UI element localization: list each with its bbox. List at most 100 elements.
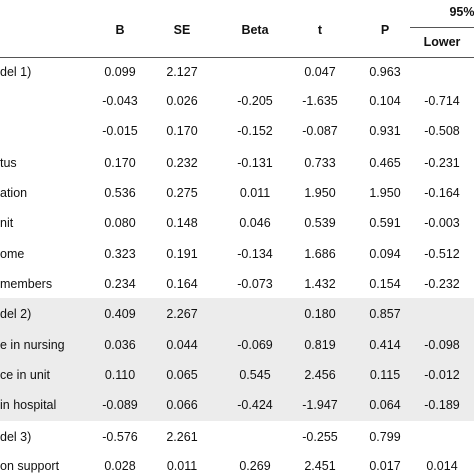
cell: 0.232 [166,156,198,170]
cell: -0.015 [102,124,138,138]
row-label: del 2) [0,307,32,321]
shaded-block [0,298,474,421]
cell: 0.191 [166,247,198,261]
row-label: in hospital [0,398,57,412]
cell: 0.170 [104,156,136,170]
group-header: 95% [449,5,474,19]
cell: 0.028 [104,459,136,473]
cell: 0.046 [239,216,271,230]
cell: 0.154 [369,277,401,291]
group-rule [410,27,474,28]
cell: 0.234 [104,277,136,291]
cell: -0.089 [102,398,138,412]
cell: -0.512 [424,247,460,261]
cell: 2.456 [304,368,336,382]
cell: 0.066 [166,398,198,412]
cell: 0.545 [239,368,271,382]
cell: 0.536 [104,186,136,200]
cell: -0.164 [424,186,460,200]
cell: 0.963 [369,65,401,79]
cell: 2.451 [304,459,336,473]
cell: 0.026 [166,94,198,108]
row-label: members [0,277,53,291]
cell: -0.134 [237,247,273,261]
cell: 0.275 [166,186,198,200]
cell: 0.931 [369,124,401,138]
cell: 0.819 [304,338,336,352]
column-header: P [380,23,390,37]
row-label: tus [0,156,17,170]
cell: 0.409 [104,307,136,321]
cell: 0.180 [304,307,336,321]
cell: -0.087 [302,124,338,138]
cell: 0.269 [239,459,271,473]
row-label: ation [0,186,28,200]
cell: 0.094 [369,247,401,261]
cell: 0.017 [369,459,401,473]
row-label: del 1) [0,65,32,79]
cell: 0.011 [239,186,271,200]
cell: 0.110 [104,368,136,382]
cell: -0.714 [424,94,460,108]
row-label: ome [0,247,25,261]
cell: 0.044 [166,338,198,352]
cell: -0.073 [237,277,273,291]
row-label: e in nursing [0,338,65,352]
header-rule [0,57,474,58]
column-header: B [115,23,125,37]
cell: 0.047 [304,65,336,79]
cell: -0.069 [237,338,273,352]
cell: 0.591 [369,216,401,230]
cell: -0.012 [424,368,460,382]
cell: 0.414 [369,338,401,352]
cell: -0.508 [424,124,460,138]
row-label: del 3) [0,430,32,444]
cell: 1.950 [304,186,336,200]
cell: -1.947 [302,398,338,412]
cell: 0.465 [369,156,401,170]
cell: 1.950 [369,186,401,200]
cell: -0.043 [102,94,138,108]
column-header: t [317,23,323,37]
cell: 1.432 [304,277,336,291]
cell: 2.267 [166,307,198,321]
cell: 0.857 [369,307,401,321]
cell: 0.014 [426,459,458,473]
column-header: Beta [241,23,269,37]
cell: -0.424 [237,398,273,412]
cell: -0.576 [102,430,138,444]
cell: 0.323 [104,247,136,261]
cell: 0.733 [304,156,336,170]
cell: 0.170 [166,124,198,138]
cell: -0.205 [237,94,273,108]
cell: -1.635 [302,94,338,108]
cell: -0.152 [237,124,273,138]
cell: -0.232 [424,277,460,291]
cell: 0.799 [369,430,401,444]
cell: 0.115 [369,368,401,382]
cell: 0.148 [166,216,198,230]
cell: -0.098 [424,338,460,352]
cell: -0.131 [237,156,273,170]
cell: 1.686 [304,247,336,261]
row-label: on support [0,459,60,473]
column-header: Lower [423,35,461,49]
cell: -0.231 [424,156,460,170]
cell: 0.099 [104,65,136,79]
cell: 0.164 [166,277,198,291]
cell: -0.003 [424,216,460,230]
cell: -0.189 [424,398,460,412]
cell: -0.255 [302,430,338,444]
cell: 0.104 [369,94,401,108]
cell: 0.065 [166,368,198,382]
cell: 0.539 [304,216,336,230]
cell: 0.064 [369,398,401,412]
row-label: nit [0,216,14,230]
column-header: SE [173,23,191,37]
cell: 2.261 [166,430,198,444]
cell: 0.011 [166,459,198,473]
cell: 0.080 [104,216,136,230]
cell: 2.127 [166,65,198,79]
cell: 0.036 [104,338,136,352]
